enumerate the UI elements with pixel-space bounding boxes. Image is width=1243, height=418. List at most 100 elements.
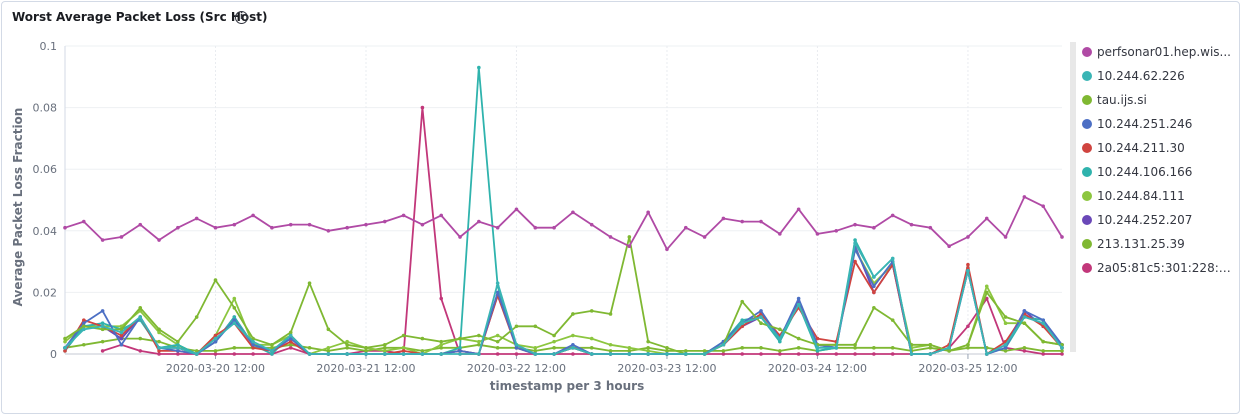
data-point[interactable] <box>702 349 707 353</box>
data-point[interactable] <box>589 222 594 227</box>
data-point[interactable] <box>232 296 237 301</box>
data-point[interactable] <box>984 352 989 356</box>
data-point[interactable] <box>345 225 349 230</box>
data-point[interactable] <box>1041 352 1045 356</box>
data-point[interactable] <box>401 333 406 338</box>
data-point[interactable] <box>966 269 970 273</box>
data-point[interactable] <box>872 225 876 230</box>
legend-item[interactable]: 213.131.25.39 <box>1082 232 1232 256</box>
data-point[interactable] <box>458 346 462 350</box>
data-point[interactable] <box>890 346 895 350</box>
data-point[interactable] <box>345 342 349 347</box>
data-point[interactable] <box>63 225 67 230</box>
data-point[interactable] <box>251 339 255 344</box>
data-point[interactable] <box>119 327 124 332</box>
data-point[interactable] <box>646 339 650 344</box>
data-point[interactable] <box>909 222 914 227</box>
data-point[interactable] <box>759 219 763 224</box>
data-point[interactable] <box>1041 318 1045 322</box>
data-point[interactable] <box>646 346 650 350</box>
data-point[interactable] <box>778 339 782 344</box>
data-point[interactable] <box>815 232 820 236</box>
data-point[interactable] <box>194 349 199 353</box>
data-point[interactable] <box>345 339 349 344</box>
data-point[interactable] <box>382 349 387 353</box>
data-point[interactable] <box>759 315 763 319</box>
data-point[interactable] <box>288 342 293 347</box>
data-point[interactable] <box>232 321 237 326</box>
data-point[interactable] <box>270 346 274 350</box>
data-point[interactable] <box>232 315 237 319</box>
data-point[interactable] <box>138 315 143 319</box>
data-point[interactable] <box>138 349 143 353</box>
data-point[interactable] <box>984 290 989 295</box>
data-point[interactable] <box>984 216 989 221</box>
data-point[interactable] <box>759 352 763 356</box>
legend-item[interactable]: 2a05:81c5:301:228::... <box>1082 256 1232 280</box>
data-point[interactable] <box>796 296 801 301</box>
data-point[interactable] <box>778 349 782 353</box>
data-point[interactable] <box>439 339 444 344</box>
data-point[interactable] <box>495 225 500 230</box>
data-point[interactable] <box>665 247 669 252</box>
data-point[interactable] <box>1060 235 1064 239</box>
data-point[interactable] <box>627 244 632 248</box>
data-point[interactable] <box>232 222 237 227</box>
data-point[interactable] <box>1003 235 1008 239</box>
data-point[interactable] <box>345 346 349 350</box>
data-point[interactable] <box>401 349 406 353</box>
data-point[interactable] <box>194 315 199 319</box>
data-point[interactable] <box>251 213 255 218</box>
data-point[interactable] <box>232 352 237 356</box>
data-point[interactable] <box>608 342 613 347</box>
data-point[interactable] <box>63 346 67 350</box>
data-point[interactable] <box>138 306 143 310</box>
data-point[interactable] <box>702 352 707 356</box>
data-point[interactable] <box>514 352 519 356</box>
data-point[interactable] <box>477 339 481 344</box>
data-point[interactable] <box>176 349 180 353</box>
data-point[interactable] <box>176 352 180 356</box>
data-point[interactable] <box>552 333 556 338</box>
data-point[interactable] <box>138 222 143 227</box>
data-point[interactable] <box>176 346 180 350</box>
data-point[interactable] <box>270 349 274 353</box>
data-point[interactable] <box>608 349 613 353</box>
data-point[interactable] <box>796 336 801 341</box>
data-point[interactable] <box>853 259 857 264</box>
data-point[interactable] <box>872 275 876 279</box>
data-point[interactable] <box>251 336 255 341</box>
data-point[interactable] <box>119 336 124 341</box>
data-point[interactable] <box>157 349 161 353</box>
data-point[interactable] <box>1041 204 1045 208</box>
data-point[interactable] <box>63 339 67 344</box>
data-point[interactable] <box>514 207 519 212</box>
data-point[interactable] <box>1022 321 1027 326</box>
data-point[interactable] <box>1022 309 1027 313</box>
data-point[interactable] <box>213 339 218 344</box>
data-point[interactable] <box>1022 346 1027 350</box>
data-point[interactable] <box>270 342 274 347</box>
data-point[interactable] <box>665 346 669 350</box>
data-point[interactable] <box>176 339 180 344</box>
data-point[interactable] <box>439 342 444 347</box>
data-point[interactable] <box>326 346 331 350</box>
data-point[interactable] <box>533 346 538 350</box>
data-point[interactable] <box>119 333 124 338</box>
data-point[interactable] <box>815 349 820 353</box>
data-point[interactable] <box>966 346 970 350</box>
data-point[interactable] <box>514 324 519 329</box>
data-point[interactable] <box>270 352 274 356</box>
data-point[interactable] <box>1060 346 1064 350</box>
data-point[interactable] <box>834 346 839 350</box>
data-point[interactable] <box>439 352 444 356</box>
data-point[interactable] <box>514 346 519 350</box>
data-point[interactable] <box>1003 315 1008 319</box>
data-point[interactable] <box>571 312 575 316</box>
data-point[interactable] <box>909 352 914 356</box>
info-icon[interactable]: i <box>235 11 248 24</box>
data-point[interactable] <box>251 342 255 347</box>
data-point[interactable] <box>1041 349 1045 353</box>
data-point[interactable] <box>928 346 933 350</box>
legend-item[interactable]: tau.ijs.si <box>1082 88 1232 112</box>
